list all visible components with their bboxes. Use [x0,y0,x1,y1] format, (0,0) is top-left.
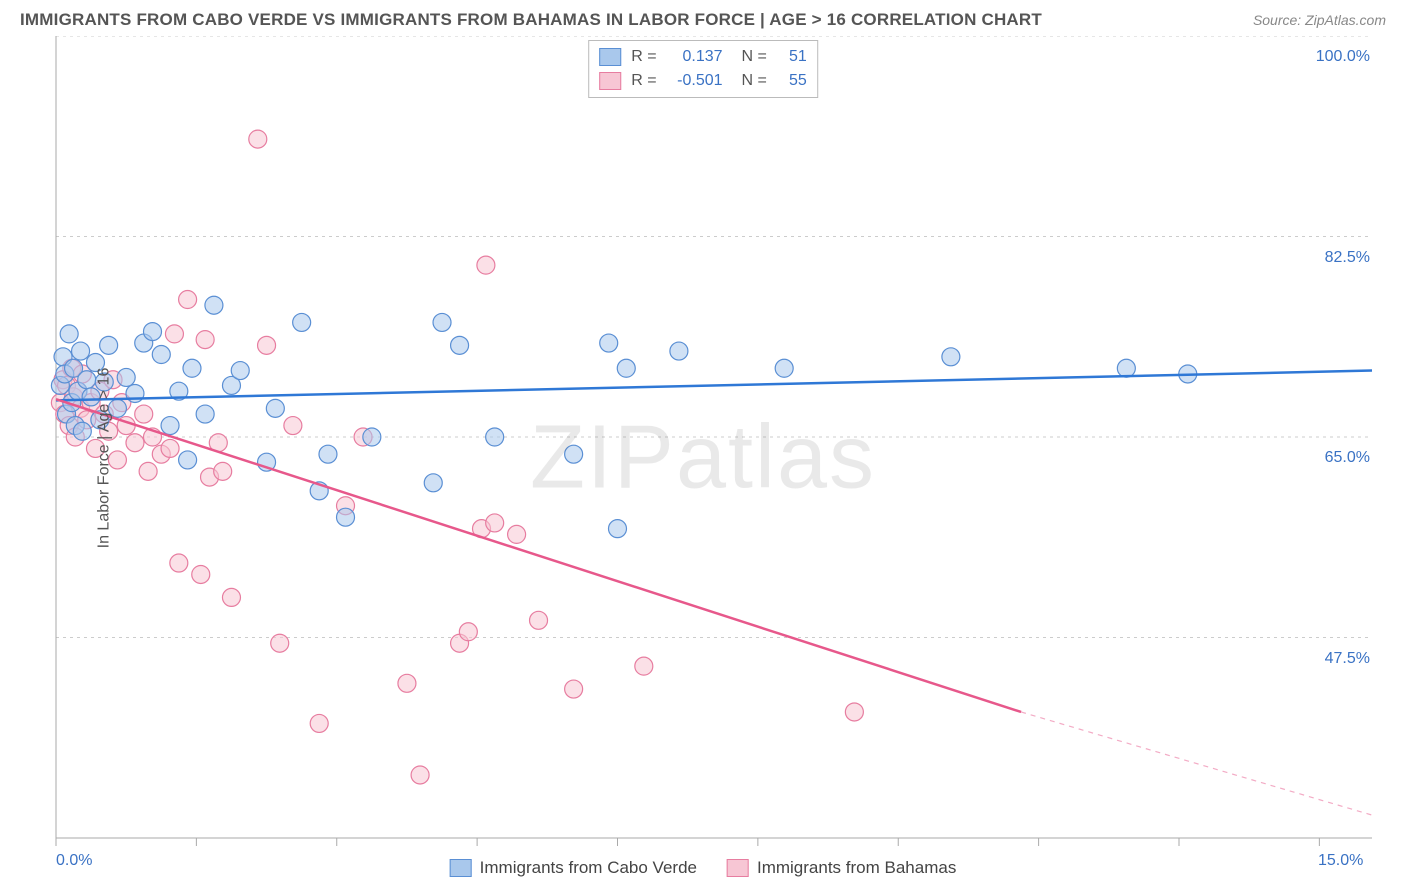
n-value: 51 [777,45,807,69]
series-name: Immigrants from Bahamas [757,858,956,878]
x-max-label: 15.0% [1318,852,1363,870]
legend-item: Immigrants from Cabo Verde [450,858,697,878]
legend-stat-row: R = -0.501 N = 55 [599,69,807,93]
source-attribution: Source: ZipAtlas.com [1253,12,1386,28]
n-label: N = [733,45,767,69]
y-tick-label: 82.5% [1325,249,1370,267]
r-value: 0.137 [667,45,723,69]
y-tick-label: 47.5% [1325,650,1370,668]
r-value: -0.501 [667,69,723,93]
legend-stat-row: R = 0.137 N = 51 [599,45,807,69]
series-legend: Immigrants from Cabo Verde Immigrants fro… [450,858,957,878]
scatter-chart-svg [0,36,1406,880]
y-tick-label: 100.0% [1316,48,1370,66]
legend-item: Immigrants from Bahamas [727,858,956,878]
r-label: R = [631,69,656,93]
x-min-label: 0.0% [56,852,92,870]
n-value: 55 [777,69,807,93]
y-axis-label: In Labor Force | Age > 16 [95,368,113,549]
legend-swatch [450,859,472,877]
series-name: Immigrants from Cabo Verde [480,858,697,878]
chart-area: ZIPatlas In Labor Force | Age > 16 R =0.… [0,36,1406,880]
chart-title: IMMIGRANTS FROM CABO VERDE VS IMMIGRANTS… [20,10,1042,30]
r-label: R = [631,45,656,69]
legend-swatch [599,48,621,66]
y-tick-label: 65.0% [1325,449,1370,467]
correlation-legend: R = 0.137 N = 51 R = -0.501 N = 55 [588,40,818,98]
legend-swatch [727,859,749,877]
legend-swatch [599,72,621,90]
n-label: N = [733,69,767,93]
